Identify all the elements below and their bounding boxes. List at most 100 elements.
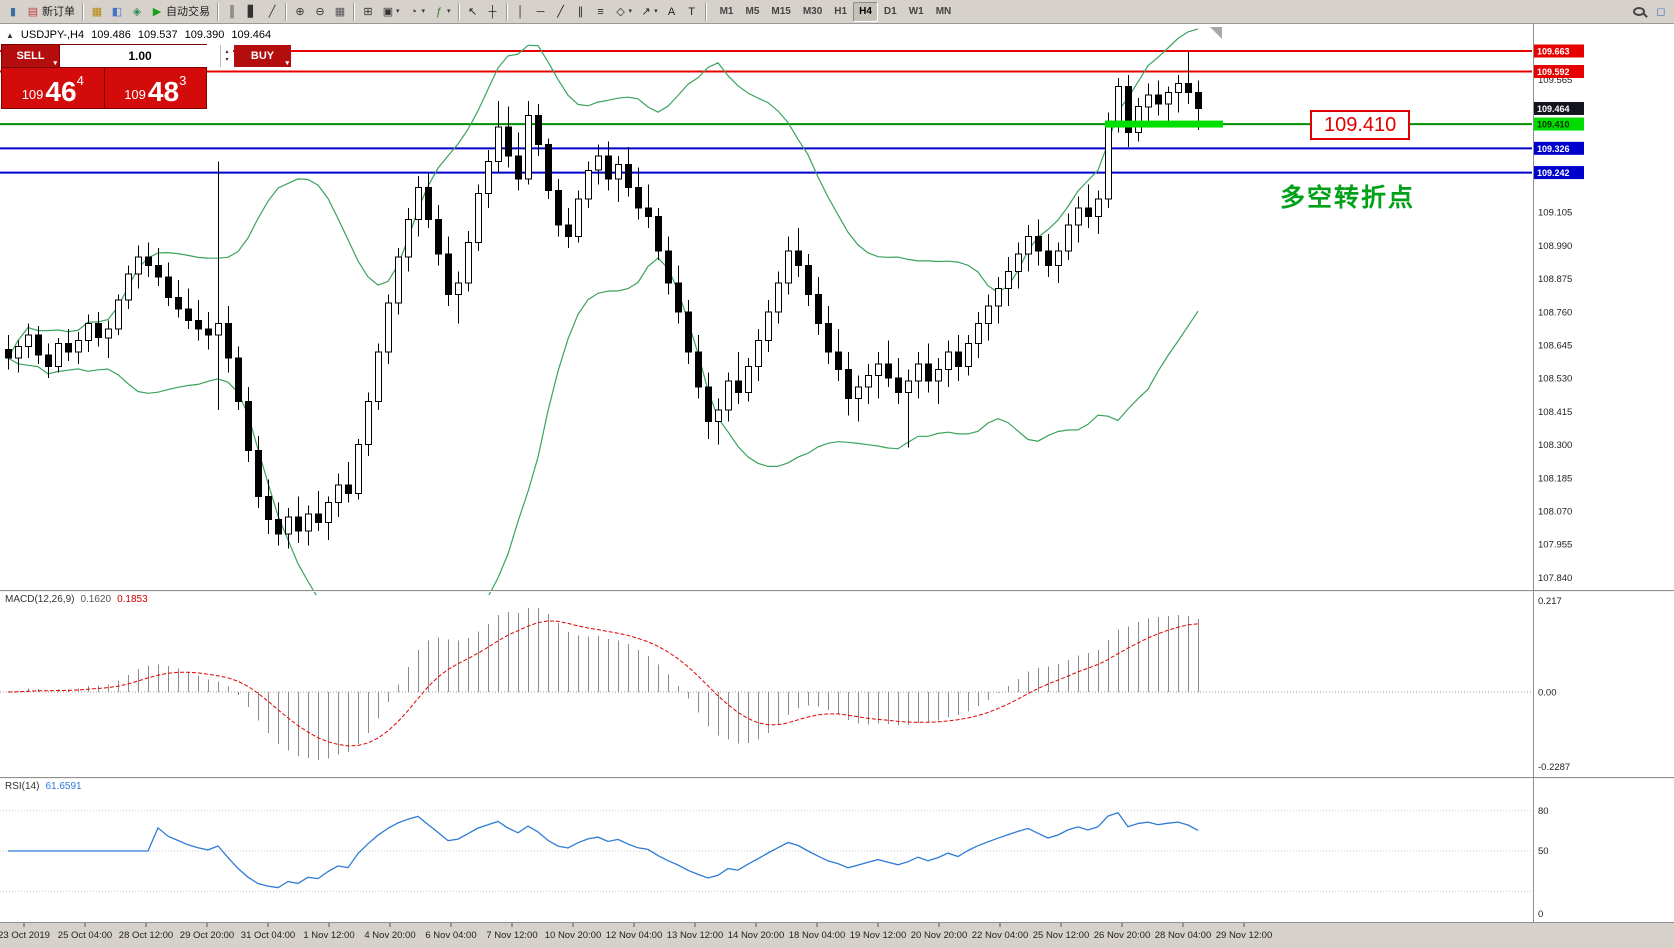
turning-point-annotation[interactable]: 多空转折点: [1280, 184, 1416, 212]
text-label-icon[interactable]: T: [682, 2, 702, 22]
dropdown-caret-icon[interactable]: ▾: [654, 7, 658, 15]
buy-price-pip: 3: [179, 73, 187, 88]
buy-button[interactable]: BUY ▾: [234, 45, 291, 67]
search-icon[interactable]: [1627, 2, 1651, 22]
arrows-icon[interactable]: ↗ ▾: [636, 2, 662, 22]
volume-down-button[interactable]: ▾: [225, 57, 229, 63]
zoom-out-icon[interactable]: ⊖: [310, 2, 330, 22]
candles-layer: [5, 51, 1202, 549]
toolbar-separator: [285, 2, 287, 21]
new-order-button[interactable]: ▤ 新订单: [23, 2, 79, 22]
timeframe-button-m1[interactable]: M1: [719, 5, 734, 17]
auto-trading-button[interactable]: ▶ 自动交易: [147, 2, 214, 22]
one-click-trading-panel: SELL ▾ ▴ ▾ BUY ▾ 109 46 4 109: [1, 44, 291, 109]
candlestick-chart-icon[interactable]: ▋: [242, 2, 262, 22]
svg-text:20 Nov 20:00: 20 Nov 20:00: [911, 930, 968, 941]
high-value: 109.537: [137, 29, 178, 41]
buy-price-big: 48: [147, 76, 180, 107]
rsi-value: 61.6591: [45, 781, 82, 792]
svg-text:28 Nov 04:00: 28 Nov 04:00: [1155, 930, 1212, 941]
svg-text:107.955: 107.955: [1538, 540, 1572, 551]
volume-up-button[interactable]: ▴: [225, 49, 229, 55]
svg-text:23 Oct 2019: 23 Oct 2019: [0, 930, 50, 941]
sell-price-big: 46: [45, 76, 77, 107]
svg-text:108.530: 108.530: [1538, 374, 1572, 385]
timeframe-button-w1[interactable]: W1: [908, 5, 924, 17]
grid-icon[interactable]: ▦: [330, 2, 350, 22]
svg-text:109.105: 109.105: [1538, 208, 1572, 219]
new-chart-button[interactable]: ▣ ▾: [378, 2, 404, 22]
buy-price-button[interactable]: 109 48 3: [104, 68, 206, 108]
channel-icon[interactable]: ∥: [571, 2, 591, 22]
support-zone-highlight: [1105, 120, 1223, 128]
autoscroll-marker: [1210, 27, 1222, 39]
fibonacci-icon: ≡: [597, 5, 604, 18]
tile-windows-icon[interactable]: ⊞: [358, 2, 378, 22]
dropdown-caret-icon[interactable]: ▾: [421, 7, 426, 15]
svg-text:109.464: 109.464: [1537, 104, 1570, 114]
horizontal-line-icon[interactable]: ─: [531, 2, 551, 22]
bar-chart-icon[interactable]: ║: [222, 2, 242, 22]
new-order-button-label: 新订单: [42, 5, 75, 18]
sell-button-label: SELL: [16, 50, 45, 62]
line-chart-icon[interactable]: ╱: [262, 2, 282, 22]
toolbar-separator: [353, 2, 355, 21]
dropdown-caret-icon[interactable]: ▾: [447, 7, 451, 15]
timeframe-button-h4[interactable]: H4: [853, 1, 878, 22]
timeframe-button-m5[interactable]: M5: [745, 5, 760, 17]
navigator-icon[interactable]: ◈: [127, 2, 147, 22]
chart-ohlc-header: ▲ USDJPY-,H4 109.486 109.537 109.390 109…: [6, 29, 271, 41]
auto-trading-button-label: 自动交易: [166, 5, 210, 18]
shapes-icon[interactable]: ◇ ▾: [611, 2, 637, 22]
toolbar-separator: [505, 2, 508, 21]
volume-input[interactable]: [60, 45, 220, 67]
sell-price-button[interactable]: 109 46 4: [2, 68, 104, 108]
buy-options-caret-icon[interactable]: ▾: [285, 60, 289, 67]
svg-text:25 Nov 12:00: 25 Nov 12:00: [1033, 930, 1090, 941]
sell-options-caret-icon[interactable]: ▾: [53, 60, 57, 67]
vertical-line-icon: │: [517, 5, 524, 18]
profiles-button[interactable]: ◔ ▾: [404, 2, 430, 22]
market-watch-icon[interactable]: ▦: [87, 2, 107, 22]
arrows-icon: ↗: [641, 5, 651, 18]
svg-text:6 Nov 04:00: 6 Nov 04:00: [425, 930, 476, 941]
data-window-icon[interactable]: ◧: [107, 2, 127, 22]
svg-text:-0.2287: -0.2287: [1538, 762, 1570, 773]
timeframe-button-m15[interactable]: M15: [771, 5, 791, 17]
rsi-name: RSI(14): [5, 781, 40, 792]
cursor-icon[interactable]: ↖: [463, 2, 483, 22]
timeframe-button-h1[interactable]: H1: [834, 5, 848, 17]
sell-button[interactable]: SELL ▾: [2, 45, 59, 67]
svg-text:108.185: 108.185: [1538, 473, 1572, 484]
indicators-button[interactable]: ƒ ▾: [429, 2, 455, 22]
zoom-out-icon: ⊖: [315, 5, 325, 18]
crosshair-icon[interactable]: ┼: [483, 2, 503, 22]
community-icon[interactable]: ◻: [1651, 2, 1671, 22]
horizontal-line-icon: ─: [536, 5, 545, 18]
svg-text:108.990: 108.990: [1538, 241, 1572, 252]
dropdown-caret-icon[interactable]: ▾: [396, 7, 400, 15]
svg-text:107.840: 107.840: [1538, 573, 1572, 584]
app-icon-button[interactable]: ▮: [3, 2, 23, 22]
timeframe-button-m30[interactable]: M30: [802, 5, 823, 17]
toolbar-separator: [457, 2, 460, 21]
sell-price-pip: 4: [76, 73, 84, 88]
buy-price-prefix: 109: [124, 87, 146, 102]
vertical-line-icon[interactable]: │: [511, 2, 531, 22]
trendline-icon[interactable]: ╱: [551, 2, 571, 22]
fibonacci-icon[interactable]: ≡: [591, 2, 611, 22]
candlestick-chart-icon: ▋: [247, 5, 257, 18]
open-value: 109.486: [91, 29, 131, 41]
timeframe-button-d1[interactable]: D1: [883, 5, 897, 17]
text-icon[interactable]: A: [662, 2, 682, 22]
svg-text:108.645: 108.645: [1538, 340, 1572, 351]
svg-text:0.217: 0.217: [1538, 596, 1562, 607]
svg-text:12 Nov 04:00: 12 Nov 04:00: [606, 930, 663, 941]
zoom-in-icon[interactable]: ⊕: [290, 2, 310, 22]
price-level-callout[interactable]: 109.410: [1310, 110, 1411, 140]
bar-chart-icon: ║: [228, 5, 236, 18]
panel-collapse-toggle[interactable]: ▲: [6, 30, 14, 40]
dropdown-caret-icon[interactable]: ▾: [628, 7, 633, 15]
timeframe-button-mn[interactable]: MN: [935, 5, 952, 17]
